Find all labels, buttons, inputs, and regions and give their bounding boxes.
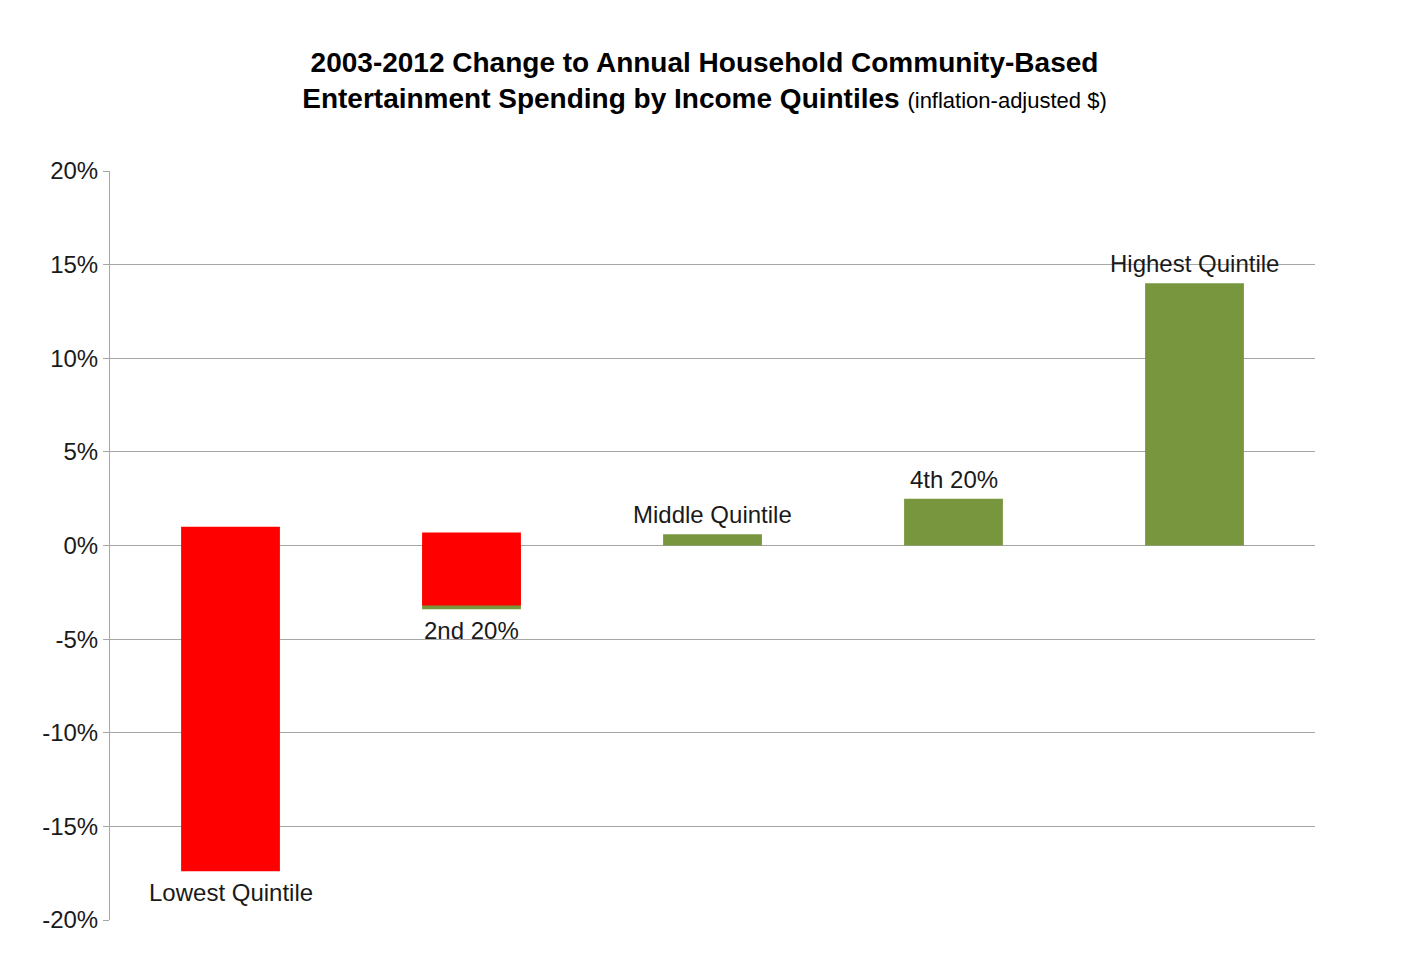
svg-text:-15%: -15% — [42, 813, 98, 840]
svg-text:10%: 10% — [50, 345, 98, 372]
svg-text:Middle Quintile: Middle Quintile — [633, 501, 792, 528]
svg-text:2003-2012 Change to Annual Hou: 2003-2012 Change to Annual Household Com… — [302, 47, 1107, 114]
svg-text:4th 20%: 4th 20% — [910, 466, 998, 493]
svg-text:0%: 0% — [64, 532, 99, 559]
svg-text:-10%: -10% — [42, 719, 98, 746]
svg-text:-5%: -5% — [56, 626, 99, 653]
svg-text:Lowest Quintile: Lowest Quintile — [149, 879, 313, 906]
svg-text:15%: 15% — [50, 251, 98, 278]
svg-text:20%: 20% — [50, 157, 98, 184]
svg-text:-20%: -20% — [42, 906, 98, 933]
svg-text:Highest Quintile: Highest Quintile — [1110, 250, 1279, 277]
svg-text:2nd 20%: 2nd 20% — [424, 617, 519, 644]
svg-text:5%: 5% — [64, 438, 99, 465]
